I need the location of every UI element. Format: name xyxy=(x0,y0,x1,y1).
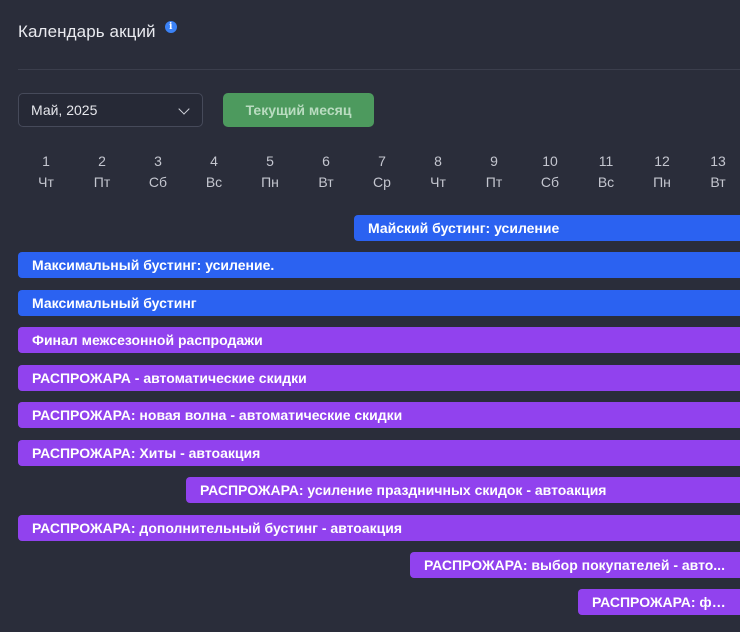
day-weekday: Чт xyxy=(430,174,446,190)
promo-bar-may-boost[interactable]: Майский бустинг: усиление xyxy=(354,215,740,241)
day-number: 6 xyxy=(322,153,330,169)
day-weekday: Пн xyxy=(261,174,279,190)
promo-bar-sale-new-wave[interactable]: РАСПРОЖАРА: новая волна - автоматические… xyxy=(18,402,740,428)
day-weekday: Чт xyxy=(38,174,54,190)
day-number: 4 xyxy=(210,153,218,169)
chevron-down-icon xyxy=(178,103,190,115)
day-weekday: Пт xyxy=(93,174,111,190)
day-number: 2 xyxy=(98,153,106,169)
current-month-button[interactable]: Текущий месяц xyxy=(223,93,374,127)
day-weekday: Пт xyxy=(485,174,503,190)
promo-bar-label: Майский бустинг: усиление xyxy=(368,220,560,236)
day-number: 9 xyxy=(490,153,498,169)
promo-bar-label: Максимальный бустинг xyxy=(32,295,197,311)
promo-bar-label: РАСПРОЖАРА: усиление праздничных скидок … xyxy=(200,482,607,498)
day-number: 7 xyxy=(378,153,386,169)
day-weekday: Пн xyxy=(653,174,671,190)
day-column-12: 12 Пн xyxy=(642,152,682,191)
day-column-4: 4 Вс xyxy=(194,152,234,191)
promo-bar-label: РАСПРОЖАРА: новая волна - автоматические… xyxy=(32,407,403,423)
promo-bar-sale-extra-boost[interactable]: РАСПРОЖАРА: дополнительный бустинг - авт… xyxy=(18,515,740,541)
day-column-10: 10 Сб xyxy=(530,152,570,191)
page-title: Календарь акций xyxy=(18,22,156,41)
promo-bar-max-boost[interactable]: Максимальный бустинг xyxy=(18,290,740,316)
promo-bar-label: РАСПРОЖАРА: Хиты - автоакция xyxy=(32,445,261,461)
promo-bar-label: РАСПРОЖАРА: дополнительный бустинг - авт… xyxy=(32,520,403,536)
day-column-9: 9 Пт xyxy=(474,152,514,191)
promo-bar-max-boost-enhanced[interactable]: Максимальный бустинг: усиление. xyxy=(18,252,740,278)
day-weekday: Вс xyxy=(597,174,615,190)
promo-bar-label: РАСПРОЖАРА: фи... xyxy=(592,594,730,610)
day-number: 13 xyxy=(710,153,726,169)
day-column-11: 11 Вс xyxy=(586,152,626,191)
day-number: 12 xyxy=(654,153,670,169)
day-column-2: 2 Пт xyxy=(82,152,122,191)
day-column-8: 8 Чт xyxy=(418,152,458,191)
day-number: 8 xyxy=(434,153,442,169)
day-column-13: 13 Вт xyxy=(698,152,738,191)
promo-bar-label: РАСПРОЖАРА: выбор покупателей - авто... xyxy=(424,557,725,573)
day-number: 5 xyxy=(266,153,274,169)
day-weekday: Сб xyxy=(148,174,168,190)
day-weekday: Сб xyxy=(540,174,560,190)
promo-bar-label: Финал межсезонной распродажи xyxy=(32,332,263,348)
day-number: 3 xyxy=(154,153,162,169)
page-header: Календарь акций i xyxy=(18,18,177,46)
day-column-6: 6 Вт xyxy=(306,152,346,191)
info-icon[interactable]: i xyxy=(164,21,177,33)
day-column-1: 1 Чт xyxy=(26,152,66,191)
day-number: 10 xyxy=(542,153,558,169)
month-select[interactable]: Май, 2025 xyxy=(18,93,203,127)
day-weekday: Ср xyxy=(373,174,391,190)
promo-bar-sale-buyers-choice[interactable]: РАСПРОЖАРА: выбор покупателей - авто... xyxy=(410,552,740,578)
day-column-3: 3 Сб xyxy=(138,152,178,191)
header-divider xyxy=(18,69,740,70)
day-weekday: Вт xyxy=(710,174,726,190)
day-column-5: 5 Пн xyxy=(250,152,290,191)
day-column-7: 7 Ср xyxy=(362,152,402,191)
promo-bar-sale-holiday-boost[interactable]: РАСПРОЖАРА: усиление праздничных скидок … xyxy=(186,477,740,503)
day-weekday: Вт xyxy=(318,174,334,190)
day-number: 1 xyxy=(42,153,50,169)
promo-bar-label: Максимальный бустинг: усиление. xyxy=(32,257,275,273)
promo-bar-sale-auto-discounts[interactable]: РАСПРОЖАРА - автоматические скидки xyxy=(18,365,740,391)
promo-bar-label: РАСПРОЖАРА - автоматические скидки xyxy=(32,370,307,386)
promo-bar-off-season-final[interactable]: Финал межсезонной распродажи xyxy=(18,327,740,353)
promo-bar-sale-final[interactable]: РАСПРОЖАРА: фи... xyxy=(578,589,740,615)
day-number: 11 xyxy=(598,153,614,169)
promo-bar-sale-hits[interactable]: РАСПРОЖАРА: Хиты - автоакция xyxy=(18,440,740,466)
day-weekday: Вс xyxy=(205,174,223,190)
month-select-value: Май, 2025 xyxy=(31,102,98,118)
